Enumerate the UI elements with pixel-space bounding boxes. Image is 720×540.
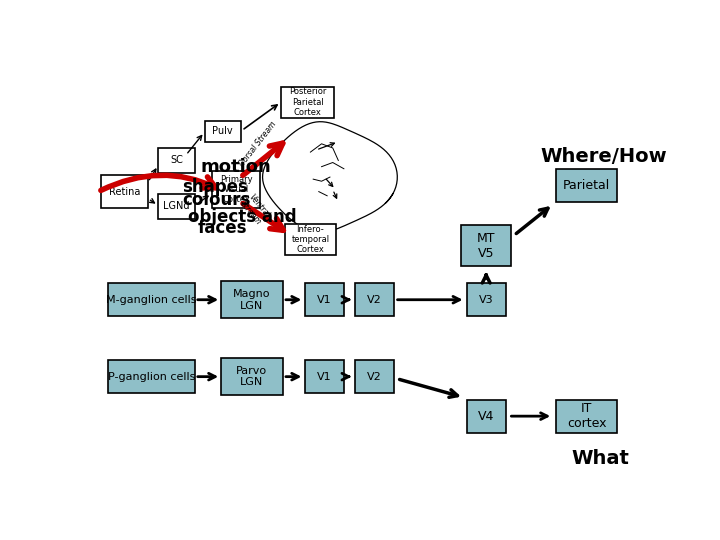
Bar [461, 225, 511, 266]
Bar [212, 171, 260, 208]
Text: V1: V1 [317, 295, 332, 305]
Text: V4: V4 [478, 410, 495, 423]
Text: Posterior
Parietal
Cortex: Posterior Parietal Cortex [289, 87, 326, 117]
Bar [355, 360, 394, 393]
Bar [467, 400, 505, 433]
Text: SC: SC [170, 156, 183, 165]
Text: Ventral
Stream: Ventral Stream [238, 193, 271, 226]
Text: motion: motion [200, 158, 271, 176]
Bar [355, 283, 394, 316]
Text: LGNd: LGNd [163, 201, 190, 211]
Bar [158, 194, 194, 219]
Text: Infero-
temporal
Cortex: Infero- temporal Cortex [292, 225, 330, 254]
Bar [281, 86, 334, 118]
Text: Dorsal Stream: Dorsal Stream [237, 119, 278, 168]
Text: V2: V2 [367, 295, 382, 305]
Text: P-ganglion cells: P-ganglion cells [108, 372, 195, 382]
Bar [221, 281, 282, 318]
Text: faces: faces [197, 219, 247, 237]
Text: What: What [572, 449, 629, 469]
Text: IT
cortex: IT cortex [567, 402, 606, 430]
Text: objects and: objects and [188, 207, 296, 226]
Text: MT
V5: MT V5 [477, 232, 495, 260]
Text: shapes: shapes [182, 178, 248, 196]
Bar [221, 359, 282, 395]
Bar [305, 283, 344, 316]
Bar [285, 224, 336, 255]
Text: Where/How: Where/How [540, 147, 667, 166]
Bar [204, 121, 241, 141]
Text: V1: V1 [317, 372, 332, 382]
Bar [108, 360, 194, 393]
Text: V2: V2 [367, 372, 382, 382]
Bar [556, 400, 617, 433]
Bar [556, 169, 617, 202]
Text: Primary
Visual
Cortex: Primary Visual Cortex [220, 174, 253, 205]
Text: Parvo
LGN: Parvo LGN [236, 366, 267, 388]
Bar [305, 360, 344, 393]
Text: M-ganglion cells: M-ganglion cells [106, 295, 197, 305]
Bar [158, 148, 194, 173]
Text: V3: V3 [479, 295, 493, 305]
Text: Retina: Retina [109, 187, 140, 197]
Text: colours: colours [182, 191, 251, 208]
Text: Magno
LGN: Magno LGN [233, 289, 271, 310]
Text: Parietal: Parietal [563, 179, 611, 192]
Bar [108, 283, 194, 316]
Text: Pulv: Pulv [212, 126, 233, 136]
Bar [101, 175, 148, 208]
Bar [467, 283, 505, 316]
